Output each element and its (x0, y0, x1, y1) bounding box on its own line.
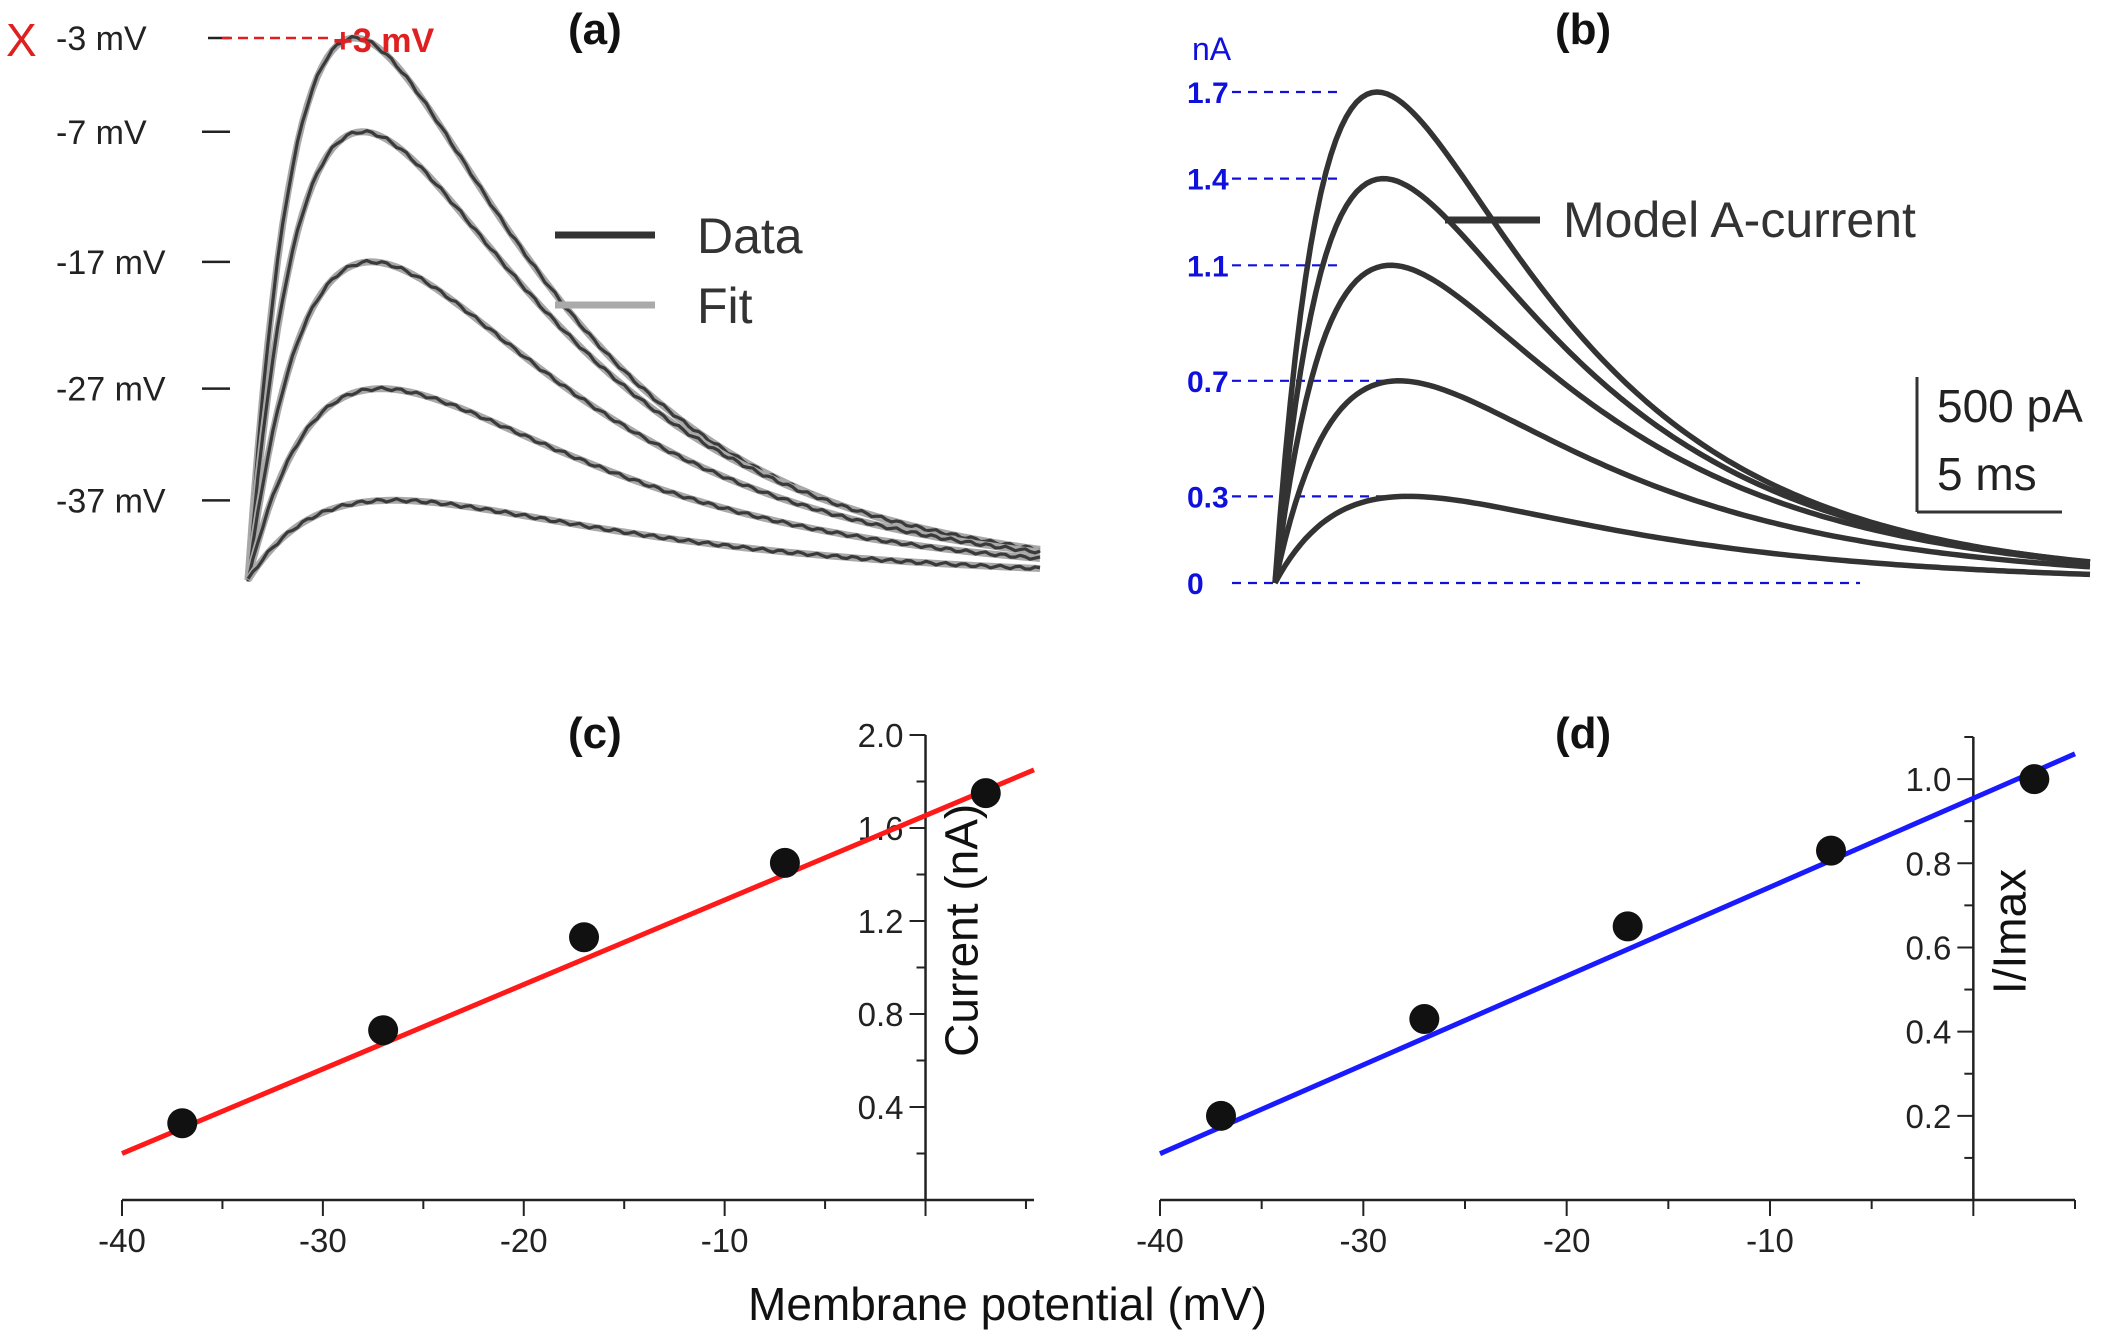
panel-b-peak-guides: 1.7 1.4 1.1 0.7 0.3 0 (1187, 77, 1860, 601)
voltage-label: -7 mV (56, 114, 147, 152)
peak-level-label: 0.3 (1187, 481, 1229, 514)
voltage-label: -3 mV (56, 20, 147, 58)
fit-line (1158, 751, 2077, 1156)
scalebar-current-label: 500 pA (1937, 380, 2083, 432)
x-tick-label: -30 (299, 1222, 347, 1259)
fit-line (121, 767, 1035, 1156)
y-tick-label: 0.6 (1905, 929, 1951, 966)
peak-level-label: 1.7 (1187, 77, 1229, 110)
y-tick-label: 0.4 (1905, 1014, 1951, 1051)
peak-level-label: 1.4 (1187, 164, 1229, 197)
x-tick-label: -10 (701, 1222, 749, 1259)
panel-d-label: (d) (1555, 709, 1611, 758)
data-point (1409, 1004, 1440, 1035)
panel-a: -3 mV -7 mV -17 mV -27 mV -37 mV X +3 mV Dat… (6, 14, 1041, 582)
peak-level-label: 0 (1187, 568, 1204, 601)
data-point (2019, 764, 2050, 795)
x-tick-label: -40 (98, 1222, 146, 1259)
panel-a-label: (a) (568, 5, 622, 54)
y-tick-label: 2.0 (858, 717, 904, 754)
panel-d-chart: -40 -30 -20 -10 0.2 0.4 0.6 0.8 1.0 I/Imax (1136, 736, 2077, 1259)
x-tick-label: -10 (1746, 1222, 1794, 1259)
scalebar-time-label: 5 ms (1937, 448, 2037, 500)
fit-trace (244, 128, 1041, 581)
data-point (167, 1108, 198, 1139)
data-trace (246, 385, 1041, 581)
voltage-label: -37 mV (56, 482, 166, 520)
legend-fit-label: Fit (697, 278, 753, 334)
model-trace (1272, 89, 2091, 584)
voltage-label: -27 mV (56, 371, 166, 409)
y-axis-title: Current (nA) (936, 804, 988, 1057)
data-point (970, 778, 1001, 809)
peak-level-label: 1.1 (1187, 250, 1229, 283)
x-tick-label: -20 (1543, 1222, 1591, 1259)
panel-a-legend: Data Fit (555, 208, 803, 334)
panel-b-legend: Model A-current (1445, 192, 1916, 248)
y-tick-label: 0.8 (1905, 845, 1951, 882)
y-tick-label: 0.4 (858, 1089, 904, 1126)
y-tick-label: 0.8 (858, 996, 904, 1033)
data-point (1816, 835, 1846, 866)
x-tick-label: -30 (1339, 1222, 1387, 1259)
data-point (769, 847, 800, 878)
y-tick-label: 1.0 (1905, 761, 1951, 798)
shared-x-axis-title: Membrane potential (mV) (748, 1278, 1267, 1330)
x-mark-annotation: X (6, 14, 37, 66)
panel-b-traces (1272, 89, 2091, 585)
data-trace (246, 258, 1041, 582)
panel-b: nA 1.7 1.4 1.1 0.7 0.3 0 Model A-current 500 … (1187, 31, 2091, 601)
panel-b-unit-label: nA (1192, 31, 1232, 67)
data-point (1612, 911, 1643, 942)
y-axis-title: I/Imax (1983, 869, 2035, 994)
y-tick-label: 1.2 (858, 903, 904, 940)
x-tick-label: -20 (500, 1222, 548, 1259)
plus3mv-annotation: +3 mV (333, 22, 434, 60)
panel-c-label: (c) (568, 709, 622, 758)
y-tick-label: 0.2 (1905, 1098, 1951, 1135)
data-point (368, 1015, 399, 1046)
x-tick-label: -40 (1136, 1222, 1184, 1259)
panel-a-voltage-labels: -3 mV -7 mV -17 mV -27 mV -37 mV (56, 20, 230, 520)
peak-level-label: 0.7 (1187, 366, 1229, 399)
panel-b-label: (b) (1555, 5, 1611, 54)
scalebar: 500 pA 5 ms (1915, 377, 2083, 514)
model-trace (1272, 493, 2091, 585)
model-trace (1272, 262, 2091, 584)
fit-trace (245, 496, 1041, 582)
data-trace (246, 497, 1041, 580)
model-trace (1272, 378, 2091, 584)
voltage-label: -17 mV (56, 244, 166, 282)
legend-model-label: Model A-current (1563, 192, 1916, 248)
panel-a-traces (244, 34, 1041, 582)
data-point (569, 922, 600, 953)
legend-data-label: Data (697, 208, 803, 264)
data-trace (246, 129, 1041, 582)
data-point (1206, 1100, 1236, 1131)
